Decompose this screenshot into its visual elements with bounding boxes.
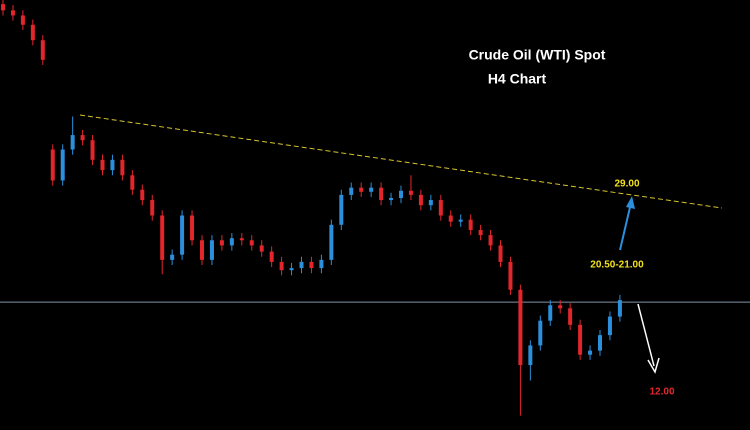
candle-body (130, 175, 135, 190)
candle-body (50, 149, 55, 181)
candle-body (349, 187, 354, 195)
candle-body (458, 219, 463, 222)
candle-body (269, 251, 274, 262)
candle-body (309, 261, 314, 269)
candle-body (319, 259, 324, 269)
candle-body (200, 240, 204, 260)
candle-body (359, 187, 364, 192)
candles (0, 0, 750, 416)
candle-body (369, 187, 374, 192)
candle-body (399, 190, 403, 198)
candle-body (508, 261, 513, 290)
chart-subtitle: H4 Chart (488, 71, 547, 87)
arrow-down-head (647, 357, 660, 374)
candle-body (528, 345, 533, 366)
candle-body (418, 194, 423, 206)
candle-body (617, 300, 622, 317)
candle-body (229, 238, 234, 246)
candle-body (408, 190, 413, 195)
candle-body (558, 305, 563, 309)
candle-body (488, 235, 493, 246)
candle-body (389, 197, 394, 201)
candle-body (140, 189, 145, 201)
candle-body (150, 200, 155, 216)
candle-body (428, 200, 433, 206)
candle-body (40, 40, 45, 60)
candle-body (100, 159, 105, 171)
arrow-up (619, 202, 632, 251)
arrow-up-head (626, 196, 635, 209)
trend-line (79, 114, 723, 209)
candle-body (578, 324, 583, 355)
candle-body (299, 261, 304, 269)
candle-body (607, 316, 612, 336)
candle-body (568, 308, 573, 325)
candle-body (120, 159, 125, 176)
candle-body (598, 335, 602, 351)
candle-body (10, 10, 15, 16)
candle-body (80, 135, 85, 141)
candle-body (239, 238, 244, 241)
candle-body (289, 268, 294, 271)
candle-body (538, 320, 543, 346)
chart-title: Crude Oil (WTI) Spot (469, 47, 606, 63)
candle-body (190, 215, 195, 241)
arrow-down (637, 303, 655, 367)
candle-body (498, 245, 503, 262)
candle-body (110, 159, 115, 171)
candle-body (160, 215, 165, 260)
candle-body (259, 245, 264, 252)
candle-body (468, 219, 473, 230)
candle-body (588, 350, 593, 355)
candle-body (60, 149, 65, 181)
annotation: 12.00 (649, 387, 674, 398)
candle-body (279, 261, 284, 271)
candle-body (90, 140, 95, 160)
candle-body (219, 240, 224, 246)
candle-body (180, 215, 185, 255)
candle-body (448, 215, 453, 222)
candle-body (170, 254, 175, 260)
annotation: 29.00 (614, 179, 639, 190)
candle-body (70, 135, 75, 150)
candle-body (438, 200, 443, 216)
annotation: 20.50-21.00 (590, 260, 644, 271)
candle-body (548, 305, 553, 321)
candle-body (339, 194, 344, 225)
candle-body (379, 187, 384, 201)
candle-body (518, 289, 523, 366)
candle-body (478, 229, 483, 236)
candle-body (20, 15, 25, 25)
candle-body (1, 4, 5, 11)
candle-body (209, 240, 214, 260)
candle-body (30, 24, 35, 41)
candle-body (329, 224, 334, 260)
candle-body (249, 240, 254, 246)
